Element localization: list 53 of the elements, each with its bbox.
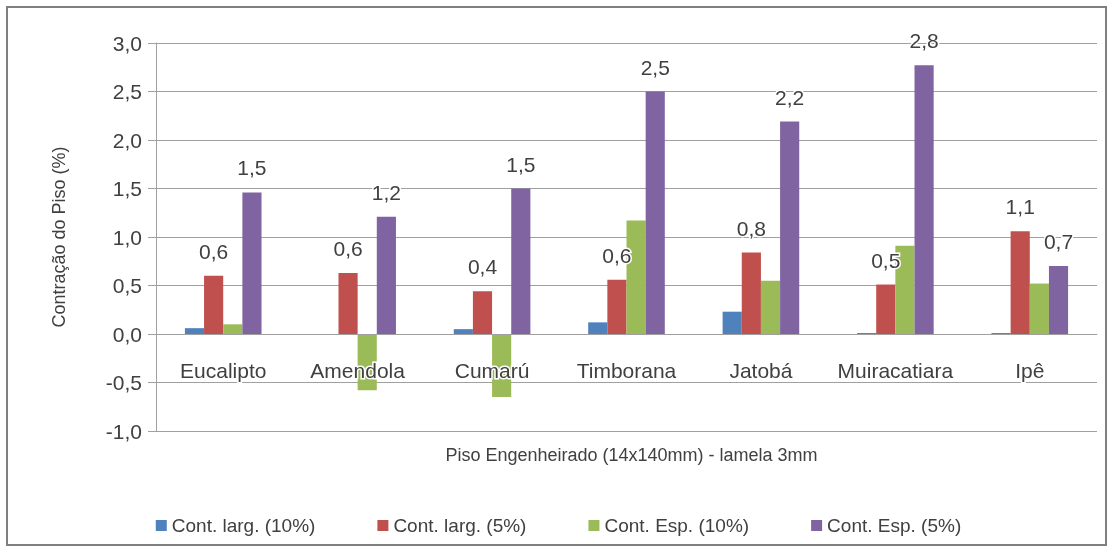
y-tick-label: 2,0 [112,128,142,152]
bar [376,216,396,334]
y-tick-label: 1,0 [112,225,142,249]
x-tick-label: Muiracatiara [837,359,954,382]
x-tick-label: Jatobá [729,359,793,382]
x-tick-label: Timborana [576,359,677,382]
data-label: 0,8 [736,216,766,240]
data-label: 2,8 [909,29,939,53]
bar [1048,266,1069,334]
bar [338,272,358,334]
y-tick-label: 0,5 [112,274,142,297]
x-axis-title: Piso Engenheirado (14x140mm) - lamela 3mm [445,445,818,465]
x-tick-label: Eucalipto [180,359,267,382]
x-tick-label: Ipê [1015,359,1045,382]
data-label: 2,5 [640,55,670,79]
bar [223,324,243,334]
bar [1010,231,1030,334]
bar [472,291,493,334]
bar [204,275,224,334]
data-label: 0,4 [467,255,498,279]
bar [722,311,742,334]
y-axis-title: Contração do Piso (%) [49,146,69,328]
legend-label: Cont. larg. (5%) [393,515,527,536]
y-tick-label: 0,0 [112,322,142,346]
data-label: 1,5 [506,152,536,176]
bar [741,252,761,334]
bar [914,65,934,334]
data-label: 0,7 [1043,230,1074,254]
data-label: 1,1 [1005,195,1035,219]
bar [876,284,896,334]
y-tick-label: -1,0 [105,419,142,443]
y-tick-label: 3,0 [112,31,142,55]
bar [645,91,665,334]
bar [607,279,627,334]
data-label: 1,5 [237,156,267,180]
bar [1029,283,1049,334]
data-label: 2,2 [775,85,805,109]
bar [453,329,473,334]
data-label: 0,6 [333,236,363,260]
bar [511,188,531,334]
legend-label: Cont. Esp. (10%) [604,515,750,536]
bar [760,280,781,334]
bar [588,322,608,334]
data-label: 0,6 [199,239,229,263]
bar [184,328,205,334]
bar [780,121,800,334]
legend-label: Cont. larg. (10%) [171,515,316,536]
bar [242,192,262,334]
data-label: 1,2 [371,180,401,204]
y-tick-label: -0,5 [105,371,142,394]
y-tick-label: 2,5 [112,80,142,103]
y-tick-label: 1,5 [112,177,142,200]
legend-label: Cont. Esp. (5%) [827,515,962,536]
